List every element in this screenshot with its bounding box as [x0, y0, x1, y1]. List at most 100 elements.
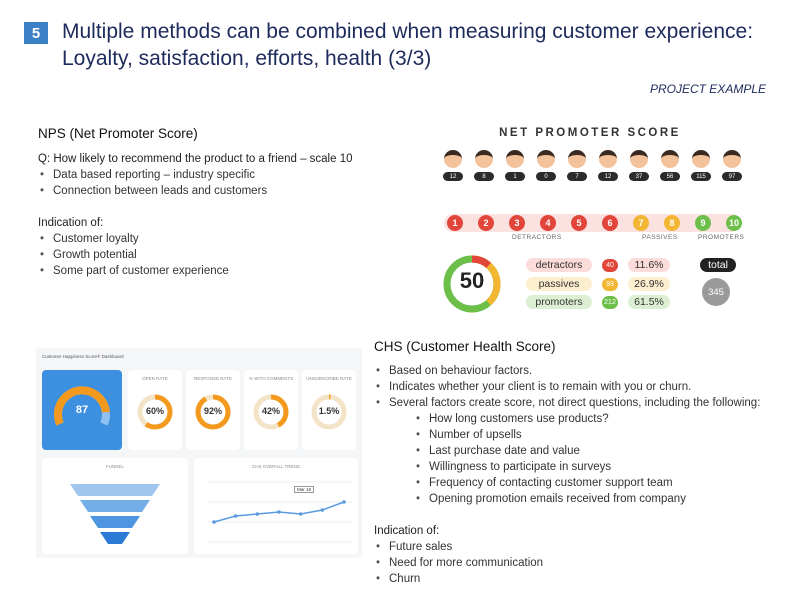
- nps-scale: 1 2 3 4 5 6 7 8 9 10: [444, 214, 742, 232]
- funnel-graphic: [70, 484, 160, 544]
- total-value: 345: [702, 278, 730, 306]
- kpi-value: 60%: [145, 406, 164, 416]
- trend-point: [342, 500, 346, 504]
- nps-score-gauge: [443, 255, 501, 313]
- chs-sub-bullets: How long customers use products? Number …: [414, 411, 790, 507]
- dashboard-main-value: 87: [75, 404, 89, 416]
- scale-dot-9: 9: [695, 215, 711, 231]
- kpi-card: OPEN RATE 60%: [128, 370, 182, 450]
- dashboard-title: Customer Happiness Score® Dashboard: [42, 354, 124, 359]
- scale-label-promoters: PROMOTERS: [698, 234, 745, 241]
- project-example-label: PROJECT EXAMPLE: [649, 82, 766, 96]
- scale-label-detractors: DETRACTORS: [512, 234, 562, 241]
- trend-chart: [208, 481, 352, 543]
- promoters-label: promoters: [526, 295, 592, 309]
- detractors-percent: 11.6%: [628, 258, 670, 272]
- chs-dashboard-image: Customer Happiness Score® Dashboard 87 O…: [36, 348, 362, 558]
- list-item: Willingness to participate in surveys: [414, 459, 790, 475]
- trend-point: [277, 510, 281, 514]
- list-item: Churn: [374, 571, 790, 587]
- kpi-label: OPEN RATE: [142, 376, 168, 381]
- face-count: 8: [474, 172, 494, 181]
- nps-question: Q: How likely to recommend the product t…: [38, 153, 353, 165]
- list-item: Frequency of contacting customer support…: [414, 475, 790, 491]
- list-item: Based on behaviour factors.: [374, 363, 790, 379]
- face-count: 115: [691, 172, 711, 181]
- list-item: Opening promotion emails received from c…: [414, 491, 790, 507]
- kpi-label: % WITH COMMENTS: [248, 376, 294, 381]
- scale-label-passives: PASSIVES: [642, 234, 678, 241]
- chs-text-block: Based on behaviour factors. Indicates wh…: [374, 363, 790, 587]
- detractors-count: 40: [602, 259, 618, 272]
- passives-percent: 26.9%: [628, 277, 670, 291]
- trend-card: CHS OVERALL TREND Mar 18: [194, 458, 358, 554]
- nps-graphic-title: NET PROMOTER SCORE: [499, 127, 681, 139]
- trend-tag: Mar 18: [294, 486, 315, 493]
- face-icon: 7: [564, 150, 590, 195]
- chs-heading: CHS (Customer Health Score): [374, 339, 556, 354]
- dashboard-main-gauge: [54, 386, 110, 426]
- scale-dot-2: 2: [478, 215, 494, 231]
- face-count: 1: [505, 172, 525, 181]
- scale-dot-6: 6: [602, 215, 618, 231]
- face-icon: 1: [502, 150, 528, 195]
- kpi-ring: [311, 394, 347, 430]
- face-icon: 8: [471, 150, 497, 195]
- face-icon: 56: [657, 150, 683, 195]
- slide-title-line1: Multiple methods can be combined when me…: [62, 20, 754, 43]
- face-icon: 12: [440, 150, 466, 195]
- list-item: Need for more communication: [374, 555, 790, 571]
- detractors-label: detractors: [526, 258, 592, 272]
- passives-count: 93: [602, 278, 618, 291]
- passives-label: passives: [526, 277, 592, 291]
- funnel-title: FUNNEL: [105, 464, 124, 469]
- list-item: Data based reporting – industry specific: [38, 167, 398, 183]
- nps-indication-bullets: Customer loyalty Growth potential Some p…: [38, 231, 398, 279]
- list-item: Indicates whether your client is to rema…: [374, 379, 790, 395]
- total-label: total: [700, 258, 736, 272]
- nps-faces-row: 12 8 1 0 7 12 37 56 115 97: [440, 150, 745, 195]
- face-count: 12: [443, 172, 463, 181]
- slide-title: Multiple methods can be combined when me…: [62, 18, 782, 72]
- list-item: Connection between leads and customers: [38, 183, 398, 199]
- face-count: 97: [722, 172, 742, 181]
- promoters-percent: 61.5%: [628, 295, 670, 309]
- scale-dot-10: 10: [726, 215, 742, 231]
- kpi-value: 92%: [203, 406, 222, 416]
- kpi-value: 1.5%: [318, 406, 340, 416]
- kpi-card: RESPONSE RATE 92%: [186, 370, 240, 450]
- list-item: Some part of customer experience: [38, 263, 398, 279]
- list-item: Several factors create score, not direct…: [374, 395, 790, 411]
- face-count: 7: [567, 172, 587, 181]
- scale-dot-3: 3: [509, 215, 525, 231]
- nps-indication-heading: Indication of:: [38, 217, 104, 229]
- list-item: Last purchase date and value: [414, 443, 790, 459]
- kpi-value: 42%: [261, 406, 280, 416]
- kpi-label: RESPONSE RATE: [194, 376, 232, 381]
- face-count: 12: [598, 172, 618, 181]
- nps-score-value: 50: [459, 268, 485, 293]
- slide-title-line2: Loyalty, satisfaction, efforts, health (…: [62, 47, 432, 70]
- slide-number-badge: 5: [24, 22, 48, 44]
- nps-text-block: Q: How likely to recommend the product t…: [38, 151, 398, 279]
- nps-heading: NPS (Net Promoter Score): [38, 126, 198, 141]
- trend-point: [320, 508, 325, 512]
- list-item: Future sales: [374, 539, 790, 555]
- dashboard-main-card: 87: [42, 370, 122, 450]
- chs-indication-bullets: Future sales Need for more communication…: [374, 539, 790, 587]
- chs-bullets: Based on behaviour factors. Indicates wh…: [374, 363, 790, 411]
- face-count: 56: [660, 172, 680, 181]
- trend-title: CHS OVERALL TREND: [251, 464, 300, 469]
- face-icon: 115: [688, 150, 714, 195]
- kpi-card: UNSUBSCRIBE RATE 1.5%: [302, 370, 356, 450]
- trend-point: [233, 514, 238, 518]
- chs-indication-heading: Indication of:: [374, 525, 440, 537]
- face-icon: 97: [719, 150, 745, 195]
- scale-dot-5: 5: [571, 215, 587, 231]
- list-item: Customer loyalty: [38, 231, 398, 247]
- kpi-card: % WITH COMMENTS 42%: [244, 370, 298, 450]
- trend-point: [212, 520, 216, 524]
- list-item: How long customers use products?: [414, 411, 790, 427]
- face-count: 37: [629, 172, 649, 181]
- scale-dot-8: 8: [664, 215, 680, 231]
